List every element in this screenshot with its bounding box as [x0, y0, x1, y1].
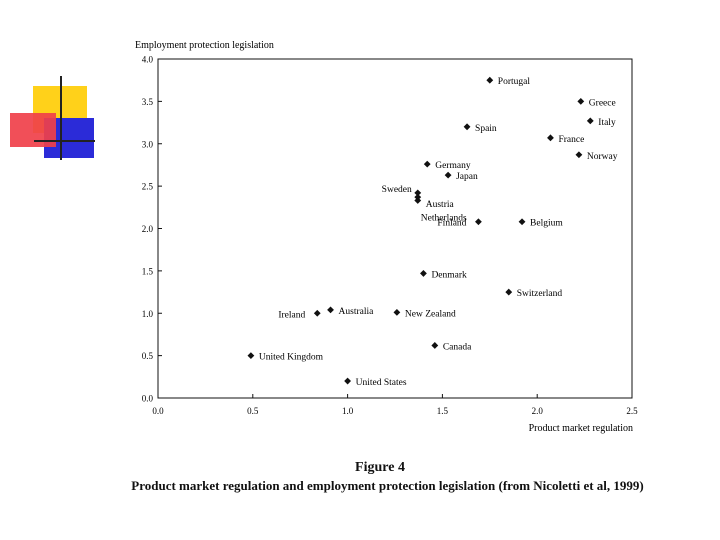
x-tick-label: 1.0 [342, 406, 354, 416]
data-point [344, 377, 351, 385]
data-point [577, 97, 585, 105]
point-label: Switzerland [517, 289, 563, 299]
data-point [486, 76, 494, 84]
data-point [313, 309, 321, 317]
y-tick-label: 0.5 [142, 351, 154, 361]
x-tick-label: 0.0 [152, 406, 164, 416]
point-label: Australia [339, 307, 375, 317]
x-tick-label: 0.5 [247, 406, 259, 416]
point-label: Japan [456, 172, 478, 182]
figure-caption: Product market regulation and employment… [131, 478, 644, 493]
point-label: Spain [475, 124, 497, 134]
data-point [505, 288, 513, 296]
y-tick-label: 3.5 [142, 97, 154, 107]
point-label: Canada [443, 342, 472, 352]
data-point [414, 189, 422, 197]
x-tick-label: 2.0 [532, 406, 544, 416]
y-axis-ticks: 0.0 0.5 1.0 1.5 2.0 2.5 3.0 3.5 4.0 [142, 55, 162, 404]
y-tick-label: 4.0 [142, 55, 154, 65]
point-label: Finland [437, 219, 466, 229]
y-tick-label: 3.0 [142, 139, 154, 149]
x-axis-ticks: 0.0 0.5 1.0 1.5 2.0 2.5 [152, 394, 638, 416]
point-label: Greece [589, 98, 616, 108]
point-label: Sweden [382, 185, 412, 195]
y-tick-label: 1.0 [142, 309, 154, 319]
y-axis-label: Employment protection legislation [135, 40, 274, 51]
point-label: Italy [598, 118, 616, 128]
x-axis-label: Product market regulation [529, 423, 633, 434]
data-point [393, 309, 401, 316]
data-point [423, 160, 431, 168]
data-point [586, 117, 594, 125]
y-tick-label: 0.0 [142, 394, 154, 404]
y-tick-label: 1.5 [142, 266, 154, 276]
data-point [575, 151, 583, 159]
point-label: United Kingdom [259, 353, 324, 363]
x-tick-label: 2.5 [626, 406, 638, 416]
point-label: United States [356, 378, 407, 388]
point-label: New Zealand [405, 309, 456, 319]
point-label: Ireland [278, 310, 305, 320]
data-point [420, 270, 427, 277]
data-point [463, 123, 471, 131]
x-tick-label: 1.5 [437, 406, 449, 416]
data-point [247, 352, 255, 360]
decorative-logo [10, 76, 95, 160]
data-point [518, 218, 526, 226]
data-point [431, 342, 439, 349]
data-point [327, 306, 334, 314]
data-point [475, 218, 482, 226]
point-label: Germany [435, 161, 471, 171]
point-label: Portugal [498, 77, 531, 87]
figure-number: Figure 4 [355, 460, 405, 475]
point-label: France [558, 135, 584, 145]
point-label: Netherlands [421, 214, 467, 224]
data-point [414, 197, 422, 204]
point-label: Denmark [431, 270, 467, 280]
point-label: Austria [426, 200, 455, 210]
data-point [547, 134, 554, 142]
y-tick-label: 2.5 [142, 182, 154, 192]
y-tick-label: 2.0 [142, 224, 154, 234]
point-label: Norway [587, 152, 618, 162]
data-point [444, 171, 452, 179]
point-label: Belgium [530, 219, 563, 229]
